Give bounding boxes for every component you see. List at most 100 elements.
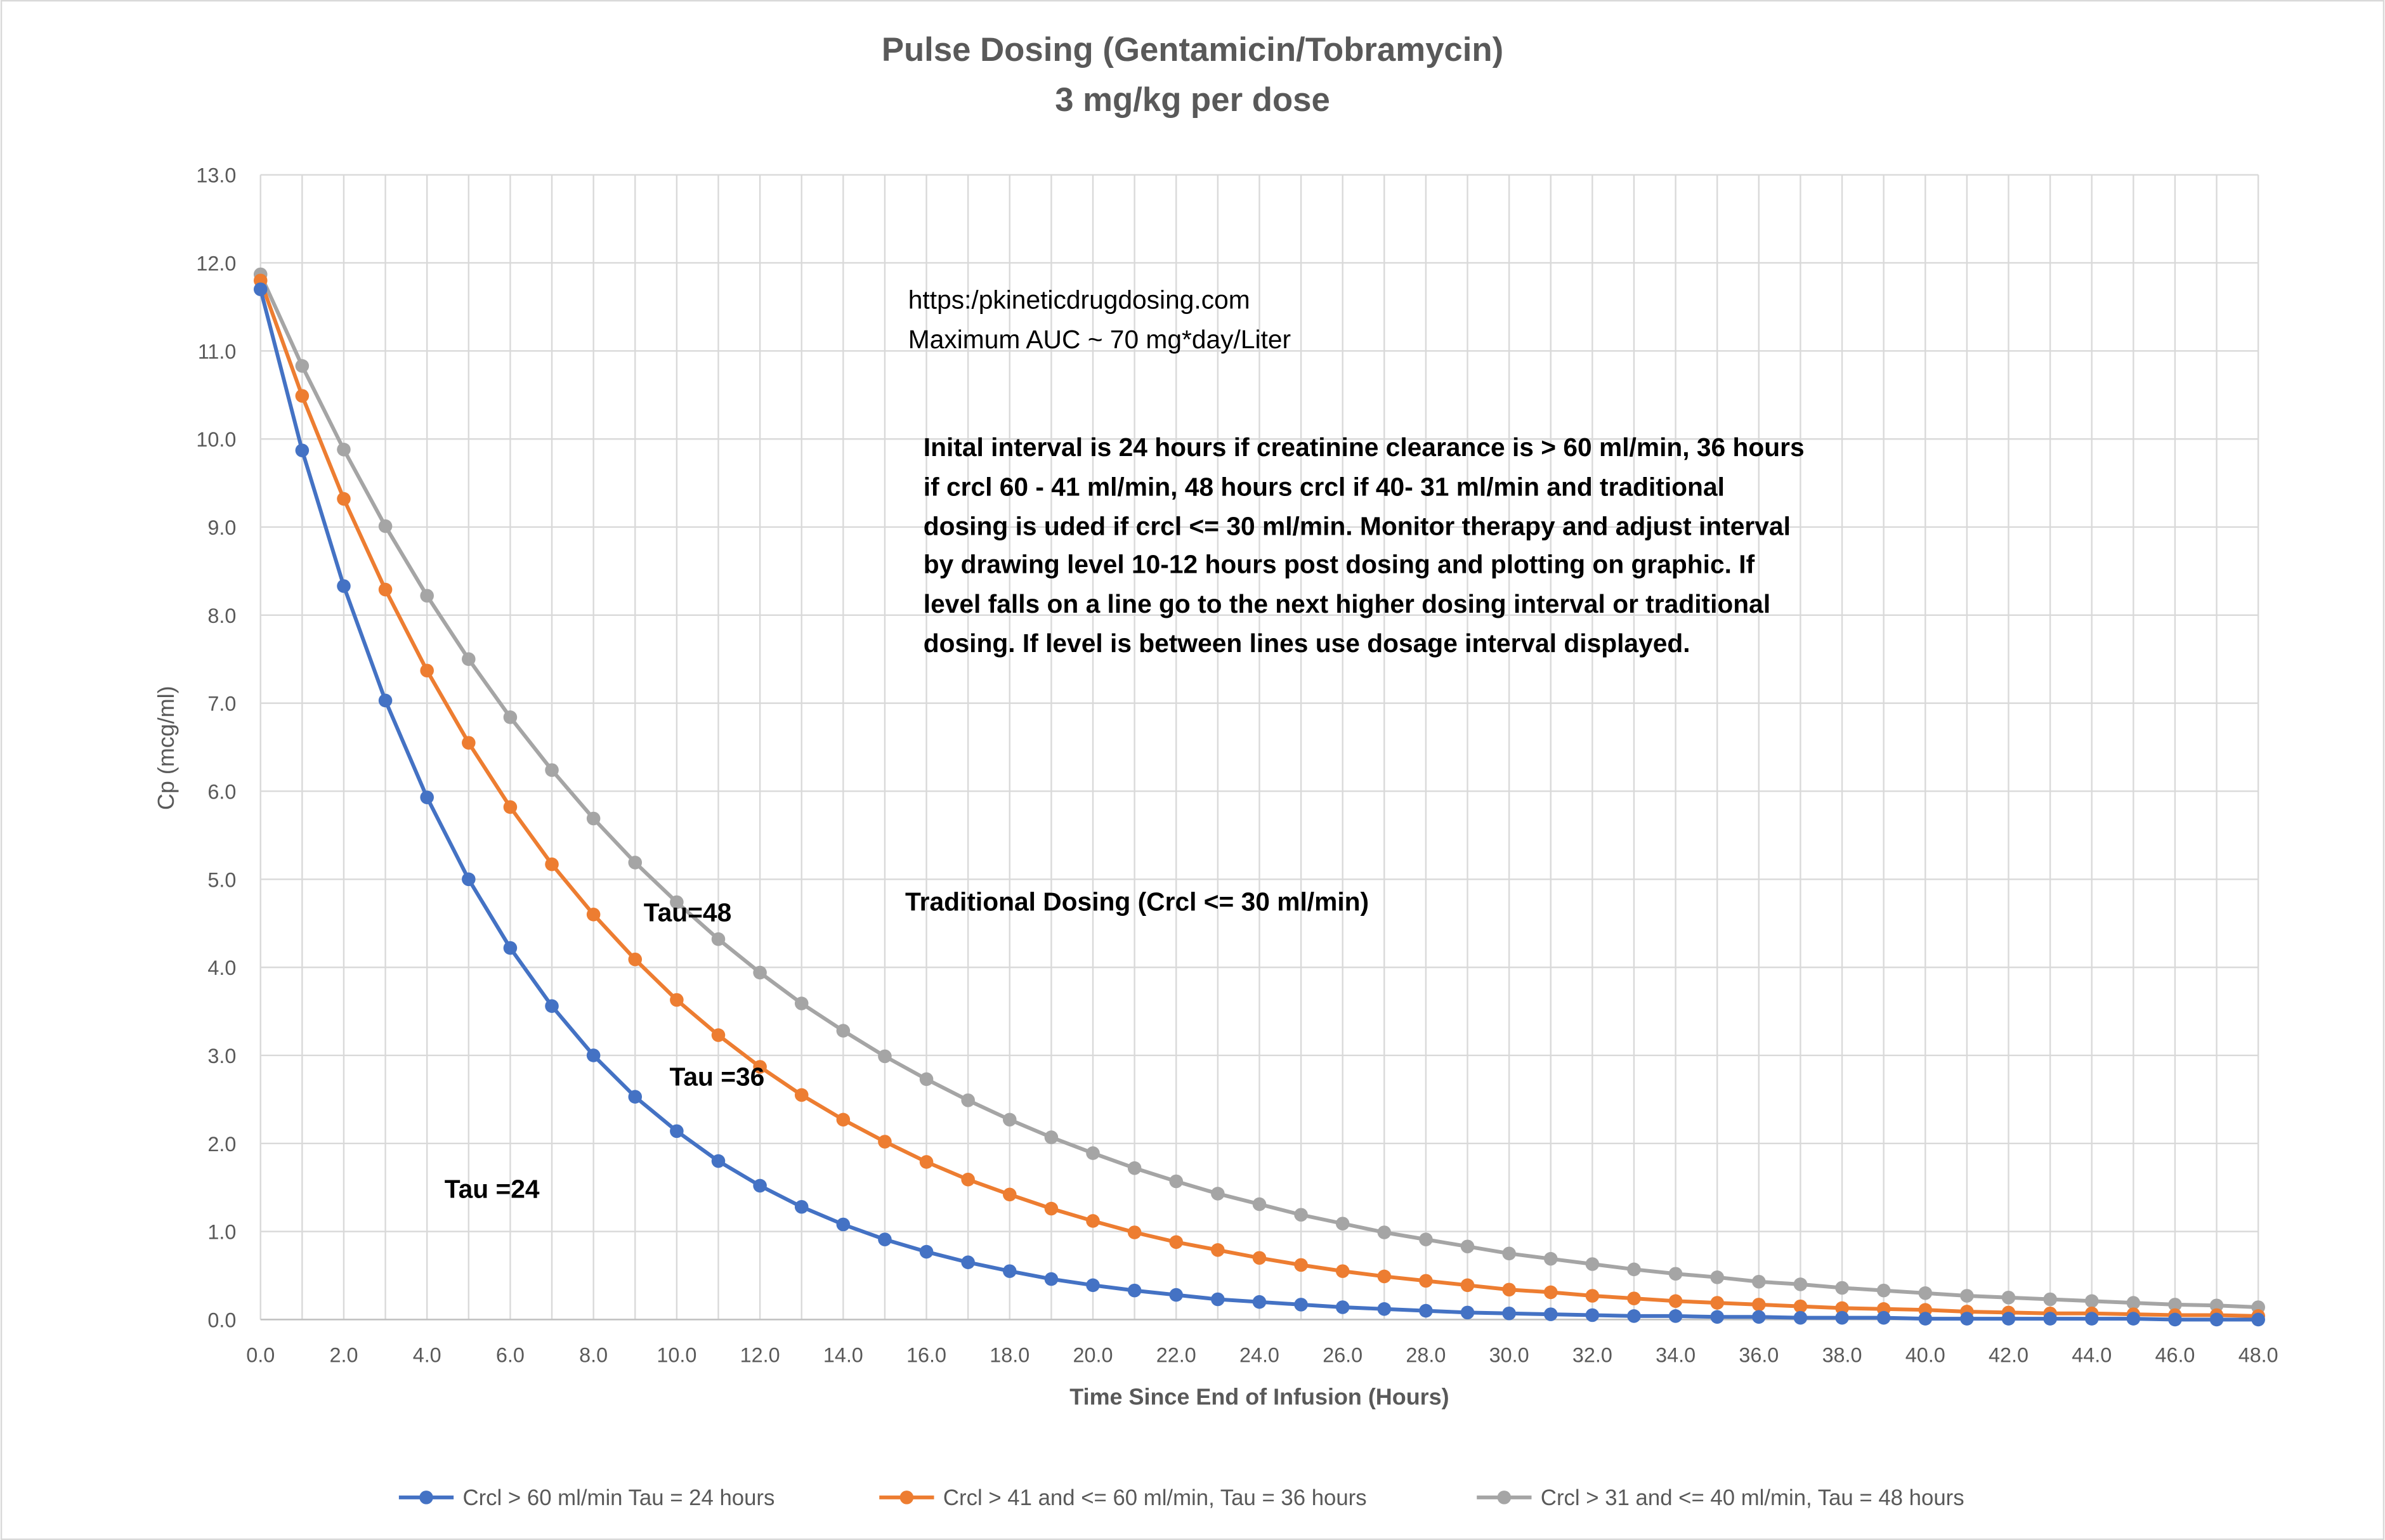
data-point — [1252, 1251, 1267, 1265]
x-tick-label: 16.0 — [906, 1344, 946, 1367]
chart-title: Pulse Dosing (Gentamicin/Tobramycin) — [882, 31, 1503, 69]
y-axis-title: Cp (mcg/ml) — [153, 686, 179, 810]
data-point — [420, 790, 434, 804]
data-point — [1002, 1264, 1017, 1278]
y-tick-label: 11.0 — [198, 340, 237, 363]
x-tick-label: 6.0 — [496, 1344, 525, 1367]
data-point — [1585, 1308, 1600, 1322]
data-point — [1169, 1174, 1184, 1189]
y-tick-label: 13.0 — [196, 164, 236, 187]
data-point — [836, 1113, 851, 1127]
data-point — [878, 1232, 892, 1246]
data-point — [711, 1154, 726, 1168]
tick-labels: 0.0 1.0 2.0 3.0 4.0 5.0 6.0 7.0 8.0 9.0 10.0 11.0 12… — [196, 164, 2278, 1367]
data-point — [919, 1244, 934, 1259]
y-tick-label: 9.0 — [207, 516, 236, 539]
series-0 — [253, 282, 2265, 1327]
data-point — [1543, 1307, 1558, 1321]
x-tick-label: 34.0 — [1656, 1344, 1696, 1367]
legend-item-tau48[interactable]: Crcl > 31 and <= 40 ml/min, Tau = 48 hou… — [1477, 1486, 1964, 1510]
data-point — [919, 1155, 934, 1169]
x-tick-label: 48.0 — [2238, 1344, 2278, 1367]
data-point — [1294, 1208, 1308, 1222]
x-tick-label: 26.0 — [1323, 1344, 1362, 1367]
x-tick-label: 46.0 — [2155, 1344, 2195, 1367]
data-point — [2168, 1312, 2182, 1327]
data-point — [2209, 1312, 2224, 1327]
legend: Crcl > 60 ml/min Tau = 24 hours Crcl > 4… — [398, 1486, 1964, 1510]
data-point — [1377, 1225, 1392, 1239]
data-point — [1044, 1201, 1059, 1216]
data-point — [2001, 1290, 2016, 1305]
annotation-tau24: Tau =24 — [445, 1175, 540, 1204]
data-point — [794, 996, 809, 1010]
legend-item-tau36[interactable]: Crcl > 41 and <= 60 ml/min, Tau = 36 hou… — [879, 1486, 1367, 1510]
data-point — [253, 282, 268, 296]
data-point — [1252, 1295, 1267, 1309]
data-point — [711, 932, 726, 946]
data-point — [2001, 1312, 2016, 1326]
data-point — [1918, 1312, 1933, 1326]
x-tick-label: 42.0 — [1989, 1344, 2029, 1367]
x-tick-label: 38.0 — [1822, 1344, 1862, 1367]
x-tick-label: 44.0 — [2072, 1344, 2112, 1367]
data-point — [1502, 1246, 1516, 1261]
data-point — [1876, 1283, 1891, 1298]
data-point — [878, 1135, 892, 1149]
data-point — [1835, 1281, 1849, 1295]
data-point — [753, 1060, 767, 1074]
data-point — [586, 1048, 601, 1062]
x-tick-label: 8.0 — [579, 1344, 608, 1367]
data-point — [1585, 1257, 1600, 1271]
y-tick-label: 4.0 — [207, 956, 236, 979]
data-point — [2043, 1312, 2057, 1326]
legend-label: Crcl > 41 and <= 60 ml/min, Tau = 36 hou… — [943, 1486, 1367, 1510]
data-point — [1419, 1232, 1433, 1246]
data-point — [1086, 1278, 1100, 1293]
data-point — [1252, 1197, 1267, 1211]
data-point — [1294, 1298, 1308, 1312]
data-point — [961, 1255, 975, 1270]
annotation-auc: Maximum AUC ~ 70 mg*day/Liter — [908, 325, 1291, 354]
data-point — [1960, 1289, 1974, 1303]
data-point — [295, 389, 310, 403]
y-tick-label: 0.0 — [207, 1308, 236, 1331]
data-point — [1044, 1272, 1059, 1286]
data-point — [1460, 1239, 1475, 1254]
data-point — [1002, 1113, 1017, 1127]
x-tick-label: 4.0 — [413, 1344, 441, 1367]
data-point — [1668, 1267, 1683, 1281]
data-point — [1211, 1292, 1225, 1307]
data-point — [586, 811, 601, 826]
data-point — [1211, 1243, 1225, 1257]
y-tick-label: 7.0 — [207, 693, 236, 715]
data-point — [1502, 1306, 1516, 1321]
annotation-instructions: Inital interval is 24 hours if creatinin… — [924, 433, 1805, 658]
data-point — [794, 1088, 809, 1102]
data-point — [1627, 1262, 1641, 1277]
annotation-tau36: Tau =36 — [669, 1062, 764, 1091]
data-point — [1960, 1312, 1974, 1326]
data-point — [753, 965, 767, 980]
instruction-line: Inital interval is 24 hours if creatinin… — [924, 433, 1805, 462]
data-point — [1710, 1270, 1724, 1284]
data-point — [1835, 1310, 1849, 1325]
data-point — [2168, 1298, 2182, 1312]
legend-item-tau24[interactable]: Crcl > 60 ml/min Tau = 24 hours — [398, 1486, 775, 1510]
data-point — [1543, 1251, 1558, 1266]
x-tick-label: 32.0 — [1572, 1344, 1612, 1367]
x-tick-label: 36.0 — [1739, 1344, 1779, 1367]
y-tick-label: 8.0 — [207, 604, 236, 627]
x-tick-label: 30.0 — [1489, 1344, 1529, 1367]
data-point — [1585, 1289, 1600, 1303]
data-point — [670, 993, 684, 1007]
data-point — [1876, 1310, 1891, 1325]
data-point — [503, 800, 518, 814]
x-tick-label: 22.0 — [1156, 1344, 1196, 1367]
data-point — [503, 710, 518, 724]
data-point — [462, 736, 476, 750]
y-tick-label: 10.0 — [196, 428, 236, 451]
data-point — [2084, 1312, 2099, 1326]
data-point — [1127, 1283, 1142, 1298]
annotation-url: https:/pkineticdrugdosing.com — [908, 285, 1250, 315]
